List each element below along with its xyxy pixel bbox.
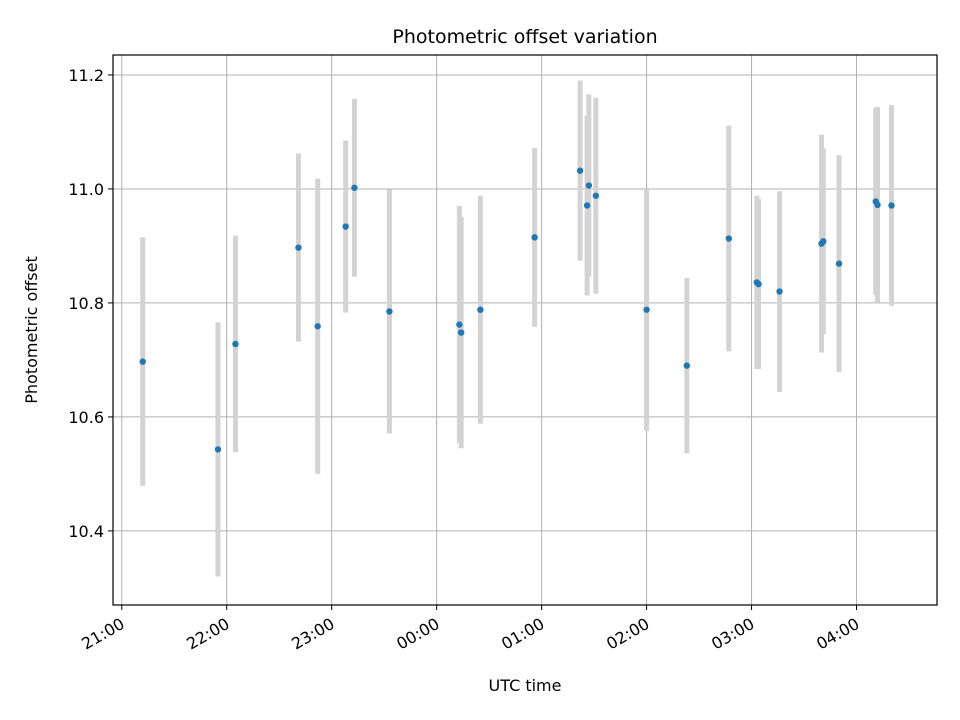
data-point: [232, 340, 239, 348]
data-point: [583, 202, 591, 209]
data-point: [755, 280, 762, 288]
y-axis-title: Photometric offset: [22, 256, 41, 404]
data-points: [139, 167, 895, 453]
data-point: [888, 202, 895, 209]
data-point: [585, 182, 593, 189]
data-point: [139, 358, 146, 365]
data-point: [386, 308, 393, 315]
data-point: [457, 329, 465, 336]
data-point: [531, 234, 538, 241]
data-point: [351, 184, 358, 191]
data-point: [874, 201, 881, 209]
grid: [113, 55, 937, 605]
data-point: [214, 446, 222, 453]
data-point: [776, 288, 783, 295]
y-tick-label: 11.0: [68, 180, 104, 199]
data-point: [835, 260, 843, 267]
y-axis: 10.4 10.6 10.8 11.0 11.2: [68, 66, 113, 541]
data-point: [314, 323, 321, 330]
data-point: [456, 321, 463, 328]
data-point: [477, 306, 484, 313]
data-point: [643, 306, 650, 313]
data-point: [820, 238, 827, 245]
data-point: [342, 223, 349, 230]
x-axis-title: UTC time: [489, 676, 562, 695]
data-point: [295, 244, 302, 251]
y-tick-label: 10.4: [68, 522, 104, 541]
data-point: [725, 235, 733, 242]
data-point: [576, 167, 584, 174]
y-tick-label: 11.2: [68, 66, 104, 85]
y-tick-label: 10.6: [68, 408, 104, 427]
plot-frame: [112, 54, 938, 606]
data-point: [592, 192, 600, 199]
chart-title: Photometric offset variation: [392, 26, 657, 48]
y-tick-label: 10.8: [68, 294, 104, 313]
data-point: [683, 362, 691, 369]
